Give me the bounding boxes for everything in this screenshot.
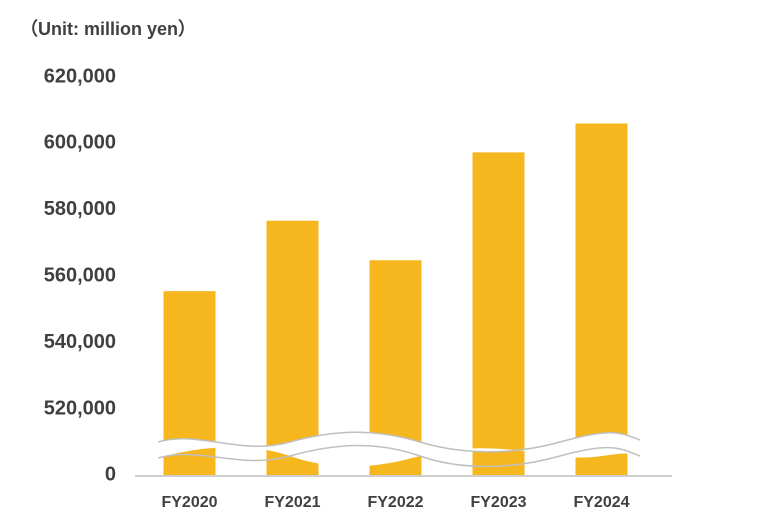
- x-tick-label: FY2021: [264, 494, 320, 511]
- x-tick-label: FY2022: [367, 494, 423, 511]
- y-tick-label: 560,000: [44, 264, 116, 286]
- chart-subtitle: （Unit: million yen）: [20, 19, 196, 39]
- bar: [266, 220, 319, 475]
- x-tick-label: FY2023: [470, 494, 526, 511]
- y-tick-label: 520,000: [44, 397, 116, 419]
- bar: [472, 152, 525, 475]
- break-line: [157, 431, 641, 453]
- y-tick-label: 0: [105, 463, 116, 485]
- plot-area: [163, 123, 628, 475]
- y-tick-label: 620,000: [44, 65, 116, 87]
- bar: [575, 123, 628, 475]
- break-line: [157, 444, 641, 468]
- x-tick-label: FY2020: [161, 494, 217, 511]
- x-tick-label: FY2024: [573, 494, 629, 511]
- y-tick-label: 600,000: [44, 132, 116, 154]
- y-tick-label: 580,000: [44, 198, 116, 220]
- y-tick-label: 540,000: [44, 331, 116, 353]
